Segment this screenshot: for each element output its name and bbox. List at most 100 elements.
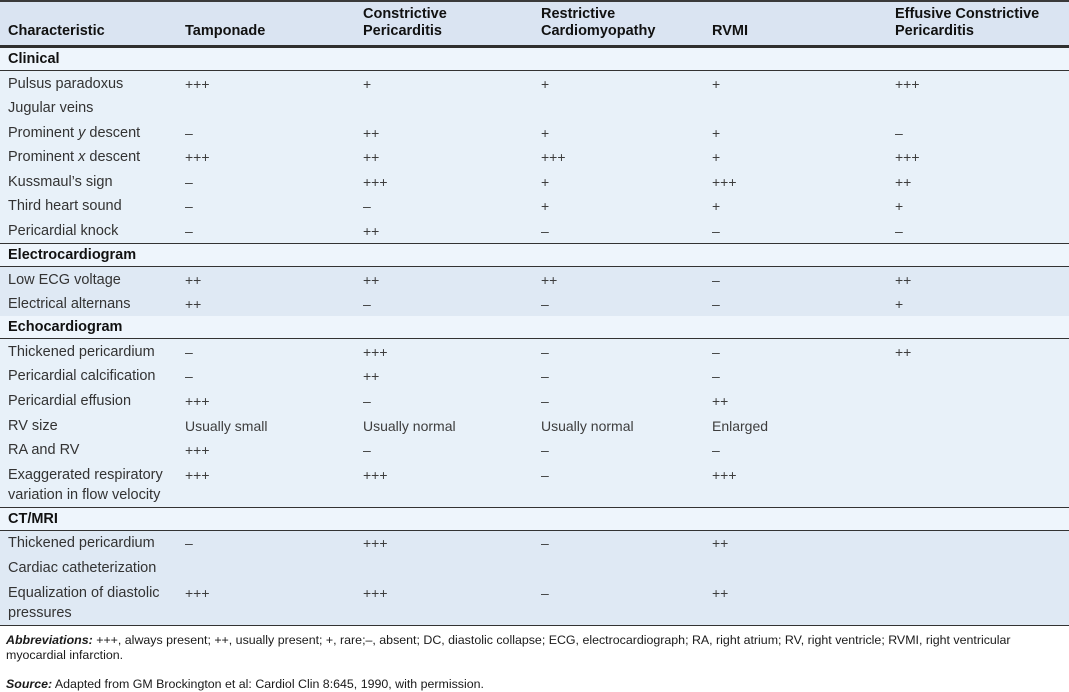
row-label: Pericardial effusion xyxy=(8,393,132,410)
cell-value: + xyxy=(895,296,904,313)
cell-value: ++ xyxy=(895,173,912,190)
row-label: RA and RV xyxy=(8,442,80,459)
cell-value: + xyxy=(712,198,721,215)
cell-value: – xyxy=(363,393,371,410)
table-row: Exaggerated respiratory variation in flo… xyxy=(0,462,1069,507)
cell-value: + xyxy=(712,149,721,166)
row-label: Kussmaul’s sign xyxy=(8,173,113,190)
cell-value: +++ xyxy=(363,466,388,483)
cell-value: +++ xyxy=(185,75,210,92)
cell-value: +++ xyxy=(363,535,388,552)
row-label: Electrical alternans xyxy=(8,296,131,313)
table-row: Cardiac catheterization xyxy=(0,555,1069,580)
table-body: Clinical Pulsus paradoxus +++ + + + +++ Jugular… xyxy=(0,48,1069,626)
cell-value: – xyxy=(895,124,903,141)
cell-value: + xyxy=(895,198,904,215)
cell-value xyxy=(895,462,1069,466)
cell-value xyxy=(541,96,712,100)
row-label: Jugular veins xyxy=(8,100,94,117)
cell-value: ++ xyxy=(712,393,729,410)
cell-value: – xyxy=(185,223,193,240)
cell-value: – xyxy=(185,368,193,385)
table-row: Pericardial knock – ++ – – – xyxy=(0,218,1069,244)
section-title: Electrocardiogram xyxy=(0,243,1069,268)
section-title: CT/MRI xyxy=(0,506,1069,531)
cell-value: – xyxy=(541,343,549,360)
cell-value: – xyxy=(185,198,193,215)
table-row: Prominent x descent +++ ++ +++ + +++ xyxy=(0,144,1069,170)
cell-value: +++ xyxy=(185,393,210,410)
cell-value: ++ xyxy=(185,271,202,288)
row-label: Prominent y descent xyxy=(8,124,141,141)
section-title: Clinical xyxy=(0,48,1069,71)
cell-value: +++ xyxy=(185,149,210,166)
table-row: Thickened pericardium – +++ – – ++ xyxy=(0,339,1069,364)
footnotes: Abbreviations: +++, always present; ++, … xyxy=(0,626,1069,692)
cell-value: +++ xyxy=(712,173,737,190)
cell-value xyxy=(895,413,1069,417)
cell-value: – xyxy=(712,223,720,240)
table-row: Electrical alternans ++ – – – + xyxy=(0,291,1069,317)
cell-value: Usually normal xyxy=(541,417,634,434)
table-row: Pericardial calcification – ++ – – xyxy=(0,363,1069,389)
cell-value xyxy=(712,96,895,100)
column-header: RVMI xyxy=(712,23,748,39)
cell-value: – xyxy=(541,466,549,483)
table-row: Equalization of diastolic pressures +++ ++… xyxy=(0,580,1069,625)
cell-value: +++ xyxy=(895,75,920,92)
cell-value: – xyxy=(185,173,193,190)
cell-value: + xyxy=(363,75,372,92)
column-header: Tamponade xyxy=(185,23,266,39)
table-row: Prominent y descent – ++ + + – xyxy=(0,120,1069,145)
cell-value: + xyxy=(541,198,550,215)
column-header: Effusive Constrictive Pericarditis xyxy=(895,6,1040,39)
row-label: Prominent x descent xyxy=(8,149,141,166)
column-header: Restrictive Cardiomyopathy xyxy=(541,6,656,39)
cell-value: ++ xyxy=(895,343,912,360)
cell-value: ++ xyxy=(363,271,380,288)
cell-value xyxy=(541,555,712,559)
cell-value: ++ xyxy=(712,535,729,552)
cell-value: – xyxy=(363,198,371,215)
cell-value: + xyxy=(541,124,550,141)
cell-value: ++ xyxy=(363,149,380,166)
cell-value xyxy=(895,580,1069,584)
cell-value: +++ xyxy=(363,584,388,601)
cell-value xyxy=(363,555,541,559)
cell-value: – xyxy=(541,296,549,313)
abbreviations-note: Abbreviations: +++, always present; ++, … xyxy=(6,633,1059,663)
row-label: Cardiac catheterization xyxy=(8,559,157,576)
table-row: RA and RV +++ – – – xyxy=(0,437,1069,463)
cell-value: – xyxy=(363,442,371,459)
table-row: Jugular veins xyxy=(0,95,1069,121)
cell-value: ++ xyxy=(363,124,380,141)
cell-value: +++ xyxy=(185,466,210,483)
table-header-row: Characteristic Tamponade Constrictive Peric… xyxy=(0,0,1069,48)
cell-value: ++ xyxy=(363,368,380,385)
row-label: RV size xyxy=(8,417,58,434)
comparison-table: Characteristic Tamponade Constrictive Peric… xyxy=(0,0,1069,626)
cell-value: +++ xyxy=(895,149,920,166)
cell-value: Enlarged xyxy=(712,417,769,434)
abbreviations-text: +++, always present; ++, usually present… xyxy=(6,632,1011,662)
row-label: Equalization of diastolic pressures xyxy=(8,584,160,622)
cell-value: ++ xyxy=(541,271,558,288)
cell-value: + xyxy=(712,124,721,141)
cell-value: – xyxy=(541,368,549,385)
row-label: Low ECG voltage xyxy=(8,271,121,288)
cell-value: ++ xyxy=(895,271,912,288)
row-label: Thickened pericardium xyxy=(8,535,155,552)
cell-value: – xyxy=(541,393,549,410)
row-label: Pericardial calcification xyxy=(8,368,156,385)
cell-value: ++ xyxy=(185,296,202,313)
cell-value xyxy=(895,96,1069,100)
row-label: Exaggerated respiratory variation in flo… xyxy=(8,466,163,504)
cell-value: – xyxy=(185,343,193,360)
cell-value: – xyxy=(541,223,549,240)
row-label: Thickened pericardium xyxy=(8,343,155,360)
cell-value: – xyxy=(712,442,720,459)
cell-value: Usually small xyxy=(185,417,268,434)
table-row: RV size Usually small Usually normal Usuall… xyxy=(0,413,1069,438)
table-row: Kussmaul’s sign – +++ + +++ ++ xyxy=(0,169,1069,194)
source-text: Adapted from GM Brockington et al: Cardi… xyxy=(54,676,484,691)
